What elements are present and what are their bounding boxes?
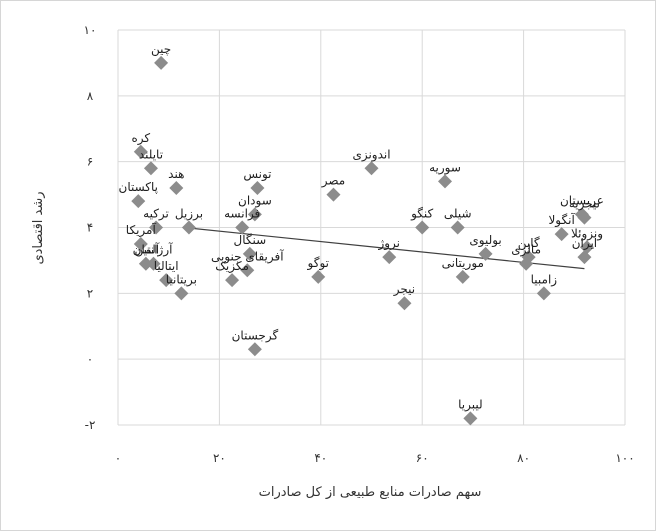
x-tick-label: ۴۰ bbox=[314, 451, 327, 465]
data-point bbox=[133, 144, 148, 159]
y-tick-label: ۸ bbox=[87, 89, 94, 103]
data-label: زامبیا bbox=[531, 272, 558, 287]
grid-lines bbox=[117, 29, 626, 426]
data-point bbox=[250, 181, 265, 195]
data-point bbox=[438, 174, 453, 189]
x-tick-label: ۶۰ bbox=[416, 451, 429, 465]
data-point bbox=[577, 250, 592, 265]
data-point bbox=[463, 411, 478, 426]
data-point bbox=[554, 227, 569, 242]
data-point bbox=[174, 286, 189, 301]
data-label: مکزیک bbox=[215, 259, 249, 274]
data-point bbox=[235, 220, 250, 235]
data-label: کنگو bbox=[410, 207, 433, 222]
data-point bbox=[364, 161, 379, 176]
data-point bbox=[143, 161, 158, 176]
data-point bbox=[415, 220, 430, 235]
y-tick-label: -۲ bbox=[85, 418, 96, 432]
data-point bbox=[397, 296, 412, 311]
x-axis-title: سهم صادرات منابع طبیعی از کل صادرات bbox=[259, 485, 482, 500]
data-label: تونس bbox=[243, 167, 271, 182]
data-label: توگو bbox=[307, 256, 329, 271]
x-tick-label: ۲۰ bbox=[213, 451, 226, 465]
data-label: گرجستان bbox=[232, 328, 279, 343]
data-label: آفریقای جنوبی bbox=[211, 248, 284, 264]
data-point bbox=[149, 220, 164, 235]
data-label: ایران bbox=[572, 236, 597, 251]
data-point bbox=[242, 246, 257, 261]
data-point bbox=[154, 55, 169, 70]
data-label: مالزی bbox=[511, 243, 541, 258]
data-point bbox=[579, 240, 594, 255]
data-label: تایلند bbox=[139, 147, 163, 161]
data-point bbox=[450, 220, 465, 235]
data-point bbox=[225, 273, 240, 288]
data-label: ترکیه bbox=[143, 207, 169, 222]
data-label: آنگولا bbox=[548, 212, 575, 228]
y-tick-label: ۴ bbox=[87, 221, 93, 235]
data-label: گابن bbox=[518, 236, 540, 251]
data-point bbox=[478, 246, 493, 261]
data-label: اندونزی bbox=[352, 147, 390, 162]
x-tick-label: ۱۰۰ bbox=[615, 451, 634, 465]
data-label: آرژانتین bbox=[134, 242, 173, 258]
data-label: آمریکا bbox=[126, 222, 157, 238]
x-tick-label: ۸۰ bbox=[517, 451, 530, 465]
data-label: فرانسه bbox=[224, 207, 260, 222]
data-point bbox=[577, 210, 592, 225]
data-point bbox=[247, 207, 262, 222]
y-tick-label: ۲ bbox=[87, 286, 93, 300]
data-point bbox=[247, 342, 262, 357]
data-label: شیلی bbox=[444, 207, 472, 221]
data-label: بولیوی bbox=[469, 233, 501, 248]
y-axis-title: رشد اقتصادی bbox=[31, 191, 46, 264]
data-point bbox=[146, 256, 161, 271]
data-label: نیجر bbox=[393, 282, 415, 297]
data-label: ونزوئلا bbox=[571, 226, 603, 241]
data-points bbox=[131, 55, 594, 426]
data-point bbox=[181, 220, 196, 235]
data-label: لیبریا bbox=[458, 397, 483, 412]
data-label: چین bbox=[151, 42, 171, 57]
data-label: موریتانی bbox=[442, 256, 484, 271]
data-label: هند bbox=[168, 167, 184, 181]
data-label: مصر bbox=[321, 174, 345, 189]
data-point bbox=[169, 181, 184, 195]
data-point bbox=[311, 269, 326, 284]
y-tick-label: ۶ bbox=[87, 155, 93, 169]
data-point bbox=[240, 263, 255, 278]
data-label: کره bbox=[132, 131, 151, 146]
y-tick-label: ۱۰ bbox=[84, 23, 97, 37]
data-point bbox=[133, 236, 148, 251]
data-label: سوریه bbox=[429, 160, 461, 175]
data-label: برزیل bbox=[175, 207, 203, 222]
trendline-layer bbox=[183, 226, 585, 270]
data-point bbox=[131, 194, 146, 209]
data-point bbox=[382, 250, 397, 265]
data-label: آلمان bbox=[133, 242, 160, 257]
data-point bbox=[138, 256, 153, 271]
trendline bbox=[183, 226, 585, 270]
x-tick-label: ۰ bbox=[115, 451, 121, 465]
data-label: سنگال bbox=[233, 233, 266, 247]
data-label: نیجریه bbox=[569, 197, 600, 212]
data-point bbox=[519, 256, 534, 271]
data-label: عربستان bbox=[560, 193, 604, 208]
data-point bbox=[159, 273, 174, 288]
data-label: پاکستان bbox=[119, 180, 159, 194]
data-point bbox=[455, 269, 470, 284]
data-point bbox=[326, 187, 341, 202]
data-label: سودان bbox=[238, 193, 272, 208]
data-point bbox=[536, 286, 551, 301]
data-label: بریتانیا bbox=[166, 272, 197, 287]
y-tick-label: ۰ bbox=[87, 352, 93, 366]
data-label: نروژ bbox=[377, 236, 400, 251]
data-label: ایتالیا bbox=[154, 259, 179, 273]
